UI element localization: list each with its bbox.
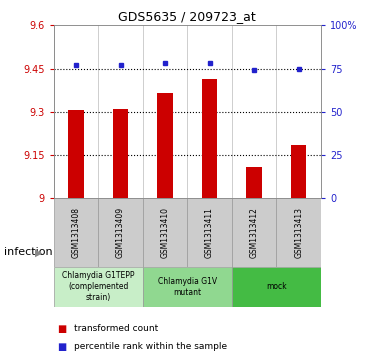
Text: GSM1313409: GSM1313409 xyxy=(116,207,125,258)
Bar xyxy=(291,145,306,198)
Text: GSM1313408: GSM1313408 xyxy=(72,207,81,258)
Text: infection: infection xyxy=(4,247,52,257)
Text: ■: ■ xyxy=(58,342,67,352)
Bar xyxy=(246,167,262,198)
Bar xyxy=(113,109,128,198)
Text: mock: mock xyxy=(266,282,287,291)
Bar xyxy=(232,267,321,307)
Title: GDS5635 / 209723_at: GDS5635 / 209723_at xyxy=(118,10,256,23)
Text: Chlamydia G1V
mutant: Chlamydia G1V mutant xyxy=(158,277,217,297)
Bar xyxy=(68,110,84,198)
Text: transformed count: transformed count xyxy=(74,324,158,333)
Bar xyxy=(187,198,232,267)
Text: GSM1313411: GSM1313411 xyxy=(205,207,214,258)
Text: Chlamydia G1TEPP
(complemented
strain): Chlamydia G1TEPP (complemented strain) xyxy=(62,271,135,302)
Bar xyxy=(54,198,98,267)
Bar xyxy=(54,267,143,307)
Text: GSM1313410: GSM1313410 xyxy=(161,207,170,258)
Bar xyxy=(202,78,217,198)
Text: ■: ■ xyxy=(58,323,67,334)
Bar xyxy=(157,93,173,198)
Bar xyxy=(276,198,321,267)
Bar xyxy=(232,198,276,267)
Text: GSM1313413: GSM1313413 xyxy=(294,207,303,258)
Text: ▶: ▶ xyxy=(35,247,43,257)
Bar xyxy=(98,198,143,267)
Bar xyxy=(143,198,187,267)
Bar xyxy=(143,267,232,307)
Text: GSM1313412: GSM1313412 xyxy=(250,207,259,258)
Text: percentile rank within the sample: percentile rank within the sample xyxy=(74,342,227,351)
